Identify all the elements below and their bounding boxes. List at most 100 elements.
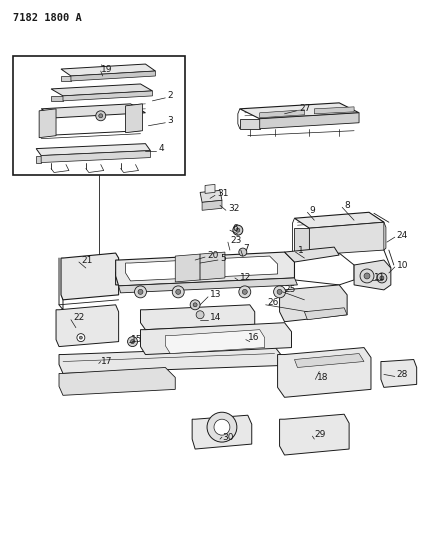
Text: 12: 12 [240,273,251,282]
Text: 11: 11 [374,273,386,282]
Polygon shape [240,103,359,119]
Text: 6: 6 [232,224,238,233]
Text: 32: 32 [228,204,239,213]
Circle shape [128,337,137,346]
Polygon shape [36,144,150,156]
Circle shape [131,340,134,344]
Circle shape [214,419,230,435]
Polygon shape [200,252,225,280]
Text: 23: 23 [230,236,241,245]
Polygon shape [165,330,265,353]
Circle shape [207,412,237,442]
Polygon shape [279,414,349,455]
Text: 24: 24 [397,231,408,240]
Circle shape [236,228,240,232]
Polygon shape [304,308,347,320]
Polygon shape [36,156,41,163]
Polygon shape [285,247,339,262]
Text: 28: 28 [397,370,408,379]
Text: 9: 9 [309,206,315,215]
Text: 29: 29 [314,430,326,439]
Polygon shape [51,96,63,101]
Polygon shape [279,285,347,322]
Text: 1: 1 [297,246,303,255]
Text: 7: 7 [243,244,249,253]
Circle shape [242,289,247,294]
Polygon shape [294,228,309,255]
Circle shape [277,289,282,294]
Text: 22: 22 [73,313,84,322]
Polygon shape [61,253,119,300]
Circle shape [380,276,384,280]
Polygon shape [61,64,155,76]
Polygon shape [41,104,146,118]
Circle shape [172,286,184,298]
Text: 25: 25 [285,285,296,294]
Circle shape [138,289,143,294]
Polygon shape [71,71,155,81]
Text: 26: 26 [268,298,279,308]
Circle shape [273,286,285,298]
Circle shape [239,248,247,256]
Circle shape [190,300,200,310]
Text: 3: 3 [167,116,173,125]
Text: 5: 5 [220,254,226,263]
Circle shape [134,286,146,298]
Text: 4: 4 [158,144,164,153]
Polygon shape [140,322,291,354]
Polygon shape [125,256,278,281]
Polygon shape [260,113,359,129]
Text: 17: 17 [101,357,112,366]
Text: 13: 13 [210,290,222,300]
Polygon shape [175,254,200,282]
Polygon shape [381,360,417,387]
Text: 31: 31 [217,189,229,198]
Polygon shape [41,151,150,163]
Polygon shape [294,212,384,228]
Polygon shape [200,190,222,203]
Text: 14: 14 [210,313,221,322]
Polygon shape [240,119,260,129]
Circle shape [99,114,103,118]
Polygon shape [63,91,152,101]
Circle shape [77,334,85,342]
Circle shape [96,111,106,121]
Text: 8: 8 [344,201,350,210]
Circle shape [377,273,387,283]
Polygon shape [192,415,252,449]
Circle shape [176,289,181,294]
Polygon shape [59,367,175,395]
Text: 18: 18 [317,373,329,382]
Circle shape [79,336,82,339]
Polygon shape [140,305,255,330]
Polygon shape [294,353,364,367]
Bar [13,56,185,175]
Text: 10: 10 [397,261,408,270]
Polygon shape [61,76,71,81]
Circle shape [196,311,204,319]
Polygon shape [125,104,143,133]
Text: 2: 2 [167,91,173,100]
Circle shape [360,269,374,283]
Circle shape [233,225,243,235]
Text: 19: 19 [101,64,112,74]
Text: 21: 21 [81,255,92,264]
Circle shape [364,273,370,279]
Text: 30: 30 [222,433,233,442]
Polygon shape [59,346,282,374]
Polygon shape [260,110,304,118]
Polygon shape [354,260,391,290]
Circle shape [193,303,197,307]
Polygon shape [51,84,152,96]
Polygon shape [314,107,354,114]
Text: 15: 15 [131,335,142,344]
Polygon shape [205,184,215,193]
Polygon shape [278,348,371,397]
Text: 16: 16 [248,333,259,342]
Polygon shape [119,278,297,293]
Polygon shape [202,200,222,211]
Text: 27: 27 [300,104,311,114]
Circle shape [239,286,251,298]
Polygon shape [56,305,119,346]
Polygon shape [116,252,294,286]
